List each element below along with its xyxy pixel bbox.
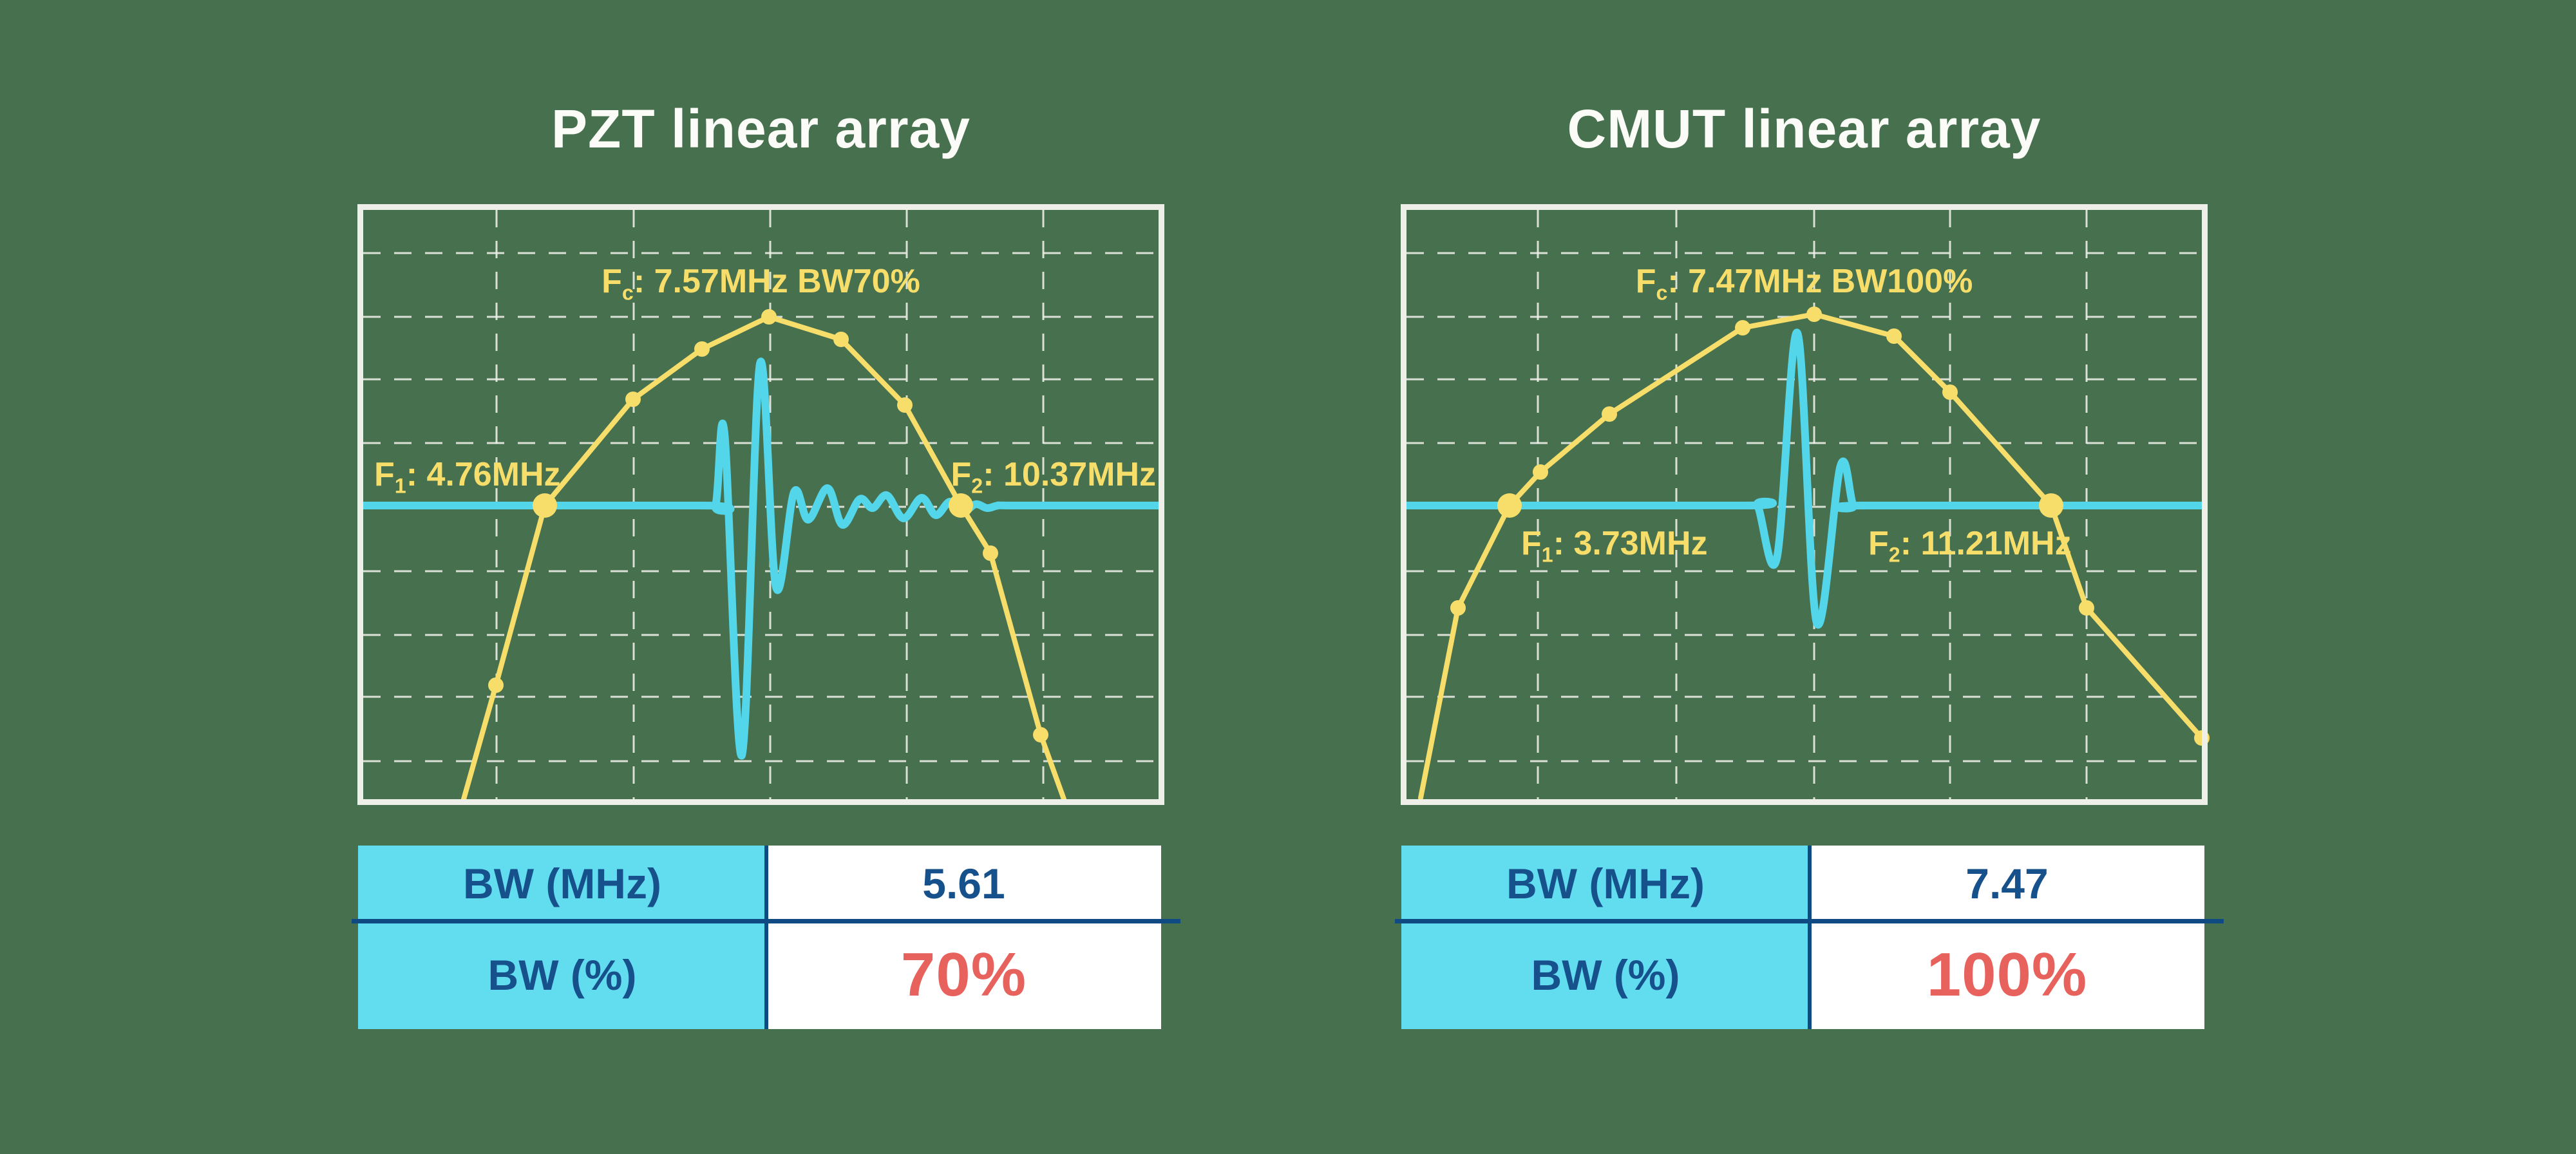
fc-annotation: Fc: 7.47MHz BW100% xyxy=(1401,261,2208,305)
f2-annotation: F2: 10.37MHz xyxy=(951,455,1156,498)
fc-subscript: c xyxy=(621,281,634,305)
table-column-divider xyxy=(764,846,768,1029)
bw-percent-value: 70% xyxy=(766,921,1161,1029)
f1-annotation: F1: 3.73MHz xyxy=(1521,524,1708,567)
bw-percent-label: BW (%) xyxy=(358,921,766,1029)
fc-annotation: Fc: 7.57MHz BW70% xyxy=(357,261,1164,305)
table-row-bw-percent: BW (%) 70% xyxy=(358,921,1161,1029)
fc-symbol: F xyxy=(1635,263,1656,300)
fc-value: : 7.47MHz BW100% xyxy=(1667,263,1973,300)
fc-value: : 7.57MHz BW70% xyxy=(633,263,920,300)
bw-percent-label: BW (%) xyxy=(1401,921,1810,1029)
f1-symbol: F xyxy=(1521,525,1542,562)
f2-symbol: F xyxy=(951,456,972,493)
f2-value: : 10.37MHz xyxy=(983,456,1156,493)
f2-symbol: F xyxy=(1868,525,1889,562)
cmut-spectrum-chart xyxy=(1401,204,2210,805)
panel-title-pzt: PZT linear array xyxy=(551,99,971,159)
bw-percent-value: 100% xyxy=(1810,921,2204,1029)
bw-table: BW (MHz) 7.47 BW (%) 100% xyxy=(1395,846,2224,1029)
pzt-spectrum-chart xyxy=(357,204,1164,805)
bw-mhz-label: BW (MHz) xyxy=(1401,846,1810,921)
bw-mhz-label: BW (MHz) xyxy=(358,846,766,921)
f1-value: : 3.73MHz xyxy=(1553,525,1708,562)
f2-value: : 11.21MHz xyxy=(1900,525,2072,562)
fc-subscript: c xyxy=(1656,281,1668,305)
f1-annotation: F1: 4.76MHz xyxy=(374,455,561,498)
table-row-bw-percent: BW (%) 100% xyxy=(1401,921,2204,1029)
table-row-bw-mhz: BW (MHz) 7.47 xyxy=(1401,846,2204,921)
f2-annotation: F2: 11.21MHz xyxy=(1868,524,2072,567)
table-row-divider xyxy=(352,919,1180,923)
f1-subscript: 1 xyxy=(1541,543,1553,567)
bw-mhz-value: 7.47 xyxy=(1810,846,2204,921)
bw-table: BW (MHz) 5.61 BW (%) 70% xyxy=(352,846,1180,1029)
f2-subscript: 2 xyxy=(971,474,983,498)
f2-subscript: 2 xyxy=(1888,543,1900,567)
fc-symbol: F xyxy=(601,263,622,300)
panel-cmut: CMUT linear array Fc: 7.47MHz BW100% F1:… xyxy=(1395,0,2224,1154)
table-row-divider xyxy=(1395,919,2224,923)
panel-pzt: PZT linear array Fc: 7.57MHz BW70% F1: 4… xyxy=(352,0,1180,1154)
f1-value: : 4.76MHz xyxy=(406,456,561,493)
table-row-bw-mhz: BW (MHz) 5.61 xyxy=(358,846,1161,921)
f1-symbol: F xyxy=(374,456,395,493)
panel-title-cmut: CMUT linear array xyxy=(1567,99,2041,159)
table-column-divider xyxy=(1808,846,1812,1029)
bw-mhz-value: 5.61 xyxy=(766,846,1161,921)
f1-subscript: 1 xyxy=(394,474,406,498)
